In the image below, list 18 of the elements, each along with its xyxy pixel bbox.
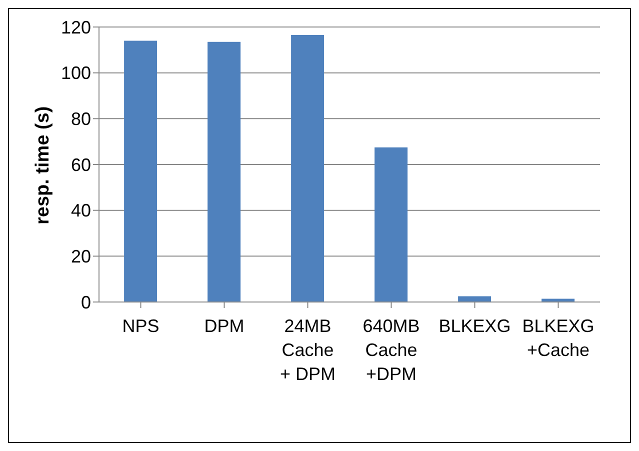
x-tick-label: BLKEXG [438,316,511,336]
bar [291,35,324,302]
y-tick-label: 80 [70,109,91,130]
bar [374,147,408,302]
y-tick-label: 20 [70,246,91,267]
y-tick-label: 100 [60,63,91,84]
y-axis-title: resp. time (s) [32,106,54,224]
y-tick-label: 0 [80,292,91,312]
x-tick-label: 640MB Cache +DPM [362,316,420,384]
x-tick-label: NPS [122,316,160,336]
bar [124,40,158,302]
x-tick-label: 24MB Cache + DPM [280,316,336,384]
y-tick-label: 120 [60,17,91,38]
x-tick-label: BLKEXG +Cache [522,316,594,360]
bar [208,42,241,302]
y-tick-label: 60 [70,154,91,175]
x-tick-label: DPM [204,316,244,336]
y-tick-label: 40 [70,200,91,221]
